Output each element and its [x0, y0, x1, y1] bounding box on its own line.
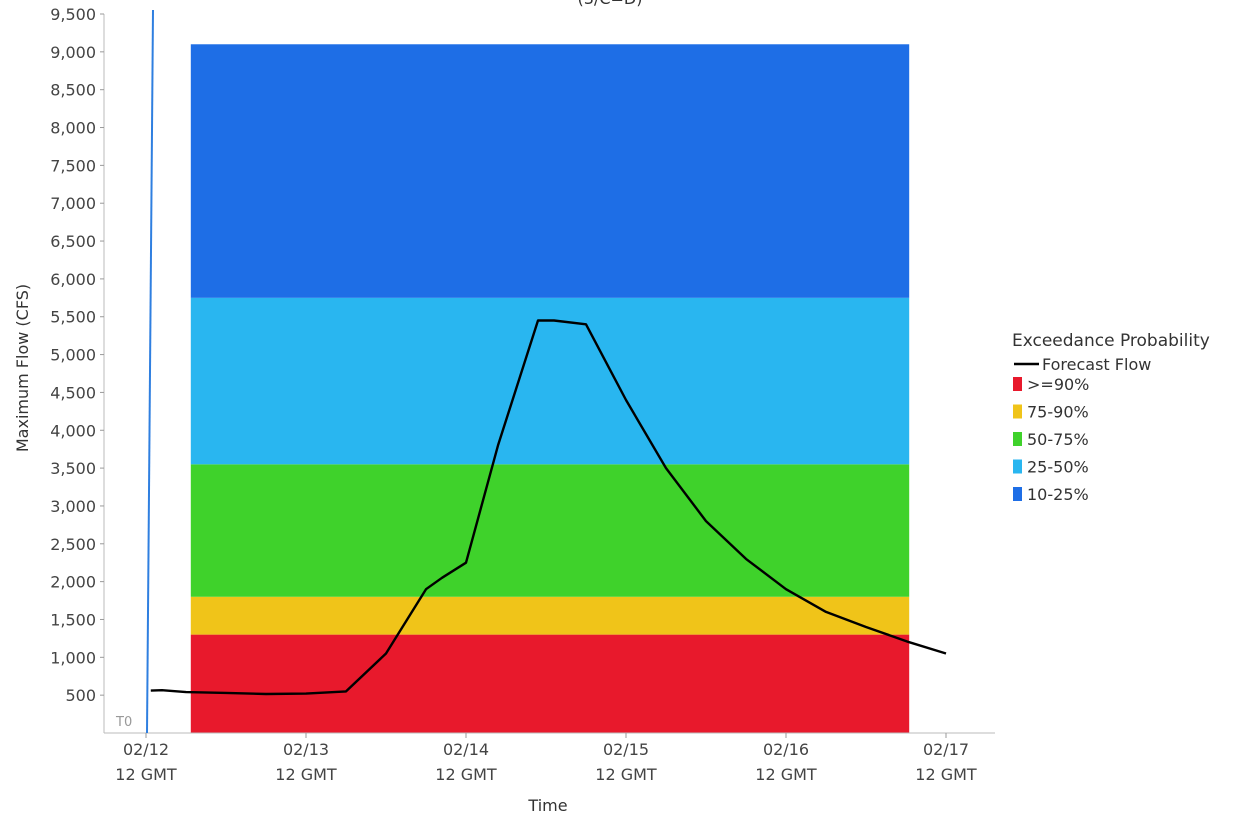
legend-label-4: 10-25%: [1027, 485, 1089, 504]
axes: T0 500 1,000 1,500 2,000 2,500 3,000 3,500 4,000…: [50, 5, 995, 784]
legend-swatch-0: [1013, 377, 1022, 391]
x-tick-label: 02/16: [763, 740, 809, 759]
y-tick-label: 1,500: [50, 610, 96, 629]
legend-title: Exceedance Probability: [1012, 331, 1210, 351]
band-3: [190, 297, 910, 465]
x-axis-title: Time: [527, 796, 567, 815]
x-tick-label: 02/12: [123, 740, 169, 759]
legend-swatch-4: [1013, 487, 1022, 501]
y-tick-label: 9,000: [50, 43, 96, 62]
y-tick-label: 8,000: [50, 119, 96, 138]
x-tick-label-time: 12 GMT: [595, 765, 657, 784]
y-tick-label: 6,000: [50, 270, 96, 289]
y-tick-label: 9,500: [50, 5, 96, 24]
chart-title-fragment: (3/C=D): [578, 0, 643, 8]
legend-label-3: 25-50%: [1027, 458, 1089, 477]
x-tick-label-time: 12 GMT: [275, 765, 337, 784]
x-tick-label: 02/14: [443, 740, 489, 759]
y-tick-label: 4,500: [50, 383, 96, 402]
y-tick-label: 2,000: [50, 573, 96, 592]
legend-swatch-3: [1013, 459, 1022, 474]
series-line-forecast-flow: [150, 319, 947, 696]
y-tick-label: 5,000: [50, 346, 96, 365]
y-tick-label: 500: [65, 686, 96, 705]
x-tick-label: 02/15: [603, 740, 649, 759]
legend-label-2: 50-75%: [1027, 430, 1089, 449]
legend: Exceedance Probability Forecast Flow >=9…: [1012, 331, 1210, 504]
y-tick-label: 7,500: [50, 156, 96, 175]
legend-swatch-2: [1013, 432, 1022, 446]
legend-label-1: 75-90%: [1027, 403, 1089, 422]
x-tick-label-time: 12 GMT: [115, 765, 177, 784]
y-tick-label: 8,500: [50, 81, 96, 100]
band-4: [190, 44, 910, 298]
x-tick-label: 02/17: [923, 740, 969, 759]
t0-label: T0: [115, 715, 132, 730]
y-tick-label: 3,000: [50, 497, 96, 516]
band-2: [190, 464, 910, 597]
y-tick-label: 2,500: [50, 535, 96, 554]
x-tick-label: 02/13: [283, 740, 329, 759]
series-layer: [150, 319, 947, 696]
y-tick-label: 7,000: [50, 194, 96, 213]
y-tick-label: 6,500: [50, 232, 96, 251]
band-1: [190, 596, 910, 635]
legend-swatch-1: [1013, 404, 1022, 419]
y-tick-label: 4,000: [50, 421, 96, 440]
y-tick-label: 1,000: [50, 648, 96, 667]
y-tick-label: 5,500: [50, 308, 96, 327]
legend-forecast-flow-label: Forecast Flow: [1042, 355, 1151, 374]
y-axis-title: Maximum Flow (CFS): [13, 284, 32, 452]
legend-label-0: >=90%: [1027, 375, 1089, 394]
t0-line: [146, 9, 154, 734]
band-0: [190, 634, 910, 733]
x-tick-label-time: 12 GMT: [755, 765, 817, 784]
x-tick-label-time: 12 GMT: [915, 765, 977, 784]
exceedance-bands: [190, 44, 910, 733]
x-tick-label-time: 12 GMT: [435, 765, 497, 784]
y-tick-label: 3,500: [50, 459, 96, 478]
